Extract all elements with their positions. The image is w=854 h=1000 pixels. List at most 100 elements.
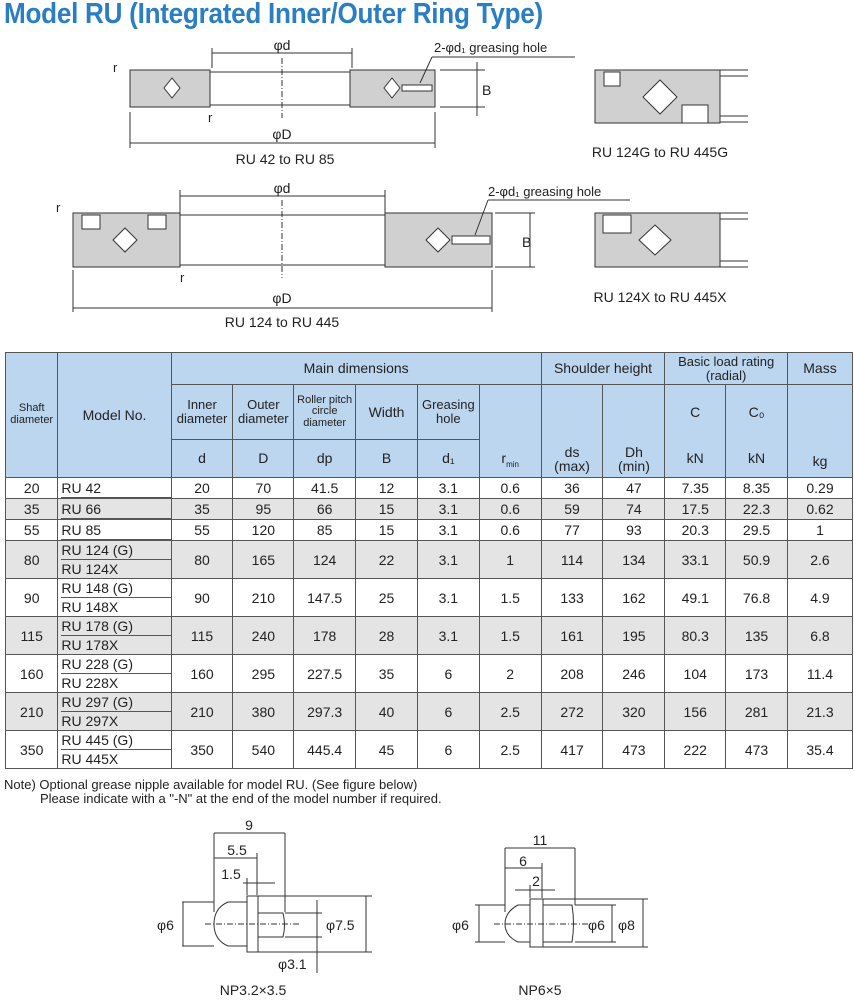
cell-d: 95 xyxy=(232,498,295,520)
cell-b: 15 xyxy=(355,498,418,520)
cell-ds: 36 xyxy=(540,477,604,499)
model-number: RU 228X xyxy=(61,675,119,691)
cell-model: RU 124 (G) RU 124X xyxy=(57,540,172,579)
cell-c0: 50.9 xyxy=(725,540,788,579)
cell-mass: 21.3 xyxy=(786,692,854,731)
cell-c: 17.5 xyxy=(664,498,727,520)
cell-model: RU 85 xyxy=(57,519,172,541)
cell-mass: 35.4 xyxy=(786,730,854,769)
model-number: RU 178 (G) xyxy=(61,618,171,636)
cell-dp: 85 xyxy=(293,519,357,541)
note-line-2: Please indicate with a "-N" at the end o… xyxy=(40,791,442,806)
sym-d: d xyxy=(170,439,234,478)
model-number: RU 148X xyxy=(61,599,119,615)
cell-d: 160 xyxy=(170,654,234,693)
r-label: r xyxy=(113,60,118,75)
cell-b: 12 xyxy=(355,477,418,499)
dim-phi7-5: φ7.5 xyxy=(326,917,355,933)
cell-d1: 3.1 xyxy=(416,578,480,617)
header-width: Width xyxy=(355,384,418,440)
cell-c: 49.1 xyxy=(664,578,727,617)
cell-d: 120 xyxy=(232,519,295,541)
model-number: RU 124 (G) xyxy=(61,542,171,560)
nipple-np6x5: 11 6 2 φ6 φ6 φ8 NP6×5 xyxy=(452,832,648,998)
cell-shaft: 35 xyxy=(4,498,59,520)
cell-b: 25 xyxy=(355,578,418,617)
cell-d: 20 xyxy=(170,477,234,499)
cell-c0: 173 xyxy=(725,654,788,693)
unit-kn: kN xyxy=(725,439,788,478)
cell-c0: 29.5 xyxy=(725,519,788,541)
cell-ds: 59 xyxy=(540,498,604,520)
cell-dp: 227.5 xyxy=(293,654,357,693)
cell-ds: 114 xyxy=(540,540,604,579)
cell-d1: 3.1 xyxy=(416,616,480,655)
cell-c: 104 xyxy=(664,654,727,693)
dh-symbol: Dh xyxy=(624,443,643,460)
cell-dh: 47 xyxy=(602,477,666,499)
cell-dh: 195 xyxy=(602,616,666,655)
table-row: 35 RU 66 35 95 66 15 3.1 0.6 59 74 17.5 22.3 0.62 xyxy=(4,498,854,520)
cell-mass: 11.4 xyxy=(786,654,854,693)
r-label: r xyxy=(180,270,185,285)
cell-mass: 4.9 xyxy=(786,578,854,617)
cell-r: 1.5 xyxy=(478,616,542,655)
model-number: RU 178X xyxy=(61,637,119,653)
cell-d1: 6 xyxy=(416,654,480,693)
header-kg: kg xyxy=(786,384,854,478)
cell-ds: 77 xyxy=(540,519,604,541)
cell-shaft: 90 xyxy=(4,578,59,617)
cell-shaft: 80 xyxy=(4,540,59,579)
cell-shaft: 115 xyxy=(4,616,59,655)
cell-d: 55 xyxy=(170,519,234,541)
cell-r: 1 xyxy=(478,540,542,579)
cell-r: 0.6 xyxy=(478,519,542,541)
r-label: r xyxy=(56,200,61,215)
cell-mass: 2.6 xyxy=(786,540,854,579)
dim-phi6: φ6 xyxy=(452,917,469,933)
cell-dh: 74 xyxy=(602,498,666,520)
cell-d: 240 xyxy=(232,616,295,655)
header-shaft: Shaft diameter xyxy=(4,352,59,478)
cell-ds: 133 xyxy=(540,578,604,617)
drawing-ru124g-445g: RU 124G to RU 445G xyxy=(592,69,748,160)
cell-b: 28 xyxy=(355,616,418,655)
model-number: RU 297X xyxy=(61,713,119,729)
cell-c0: 281 xyxy=(725,692,788,731)
b-label: B xyxy=(522,234,531,250)
cell-dh: 473 xyxy=(602,730,666,769)
cell-d1: 3.1 xyxy=(416,498,480,520)
model-number: RU 445 (G) xyxy=(61,732,171,750)
cell-ds: 208 xyxy=(540,654,604,693)
cell-ds: 161 xyxy=(540,616,604,655)
table-row: 80 RU 124 (G) RU 124X 80 165 124 22 3.1 1 114 134 3… xyxy=(4,540,854,579)
cell-c0: 473 xyxy=(725,730,788,769)
cell-mass: 0.29 xyxy=(786,477,854,499)
cell-r: 1.5 xyxy=(478,578,542,617)
cell-b: 15 xyxy=(355,519,418,541)
cell-dh: 162 xyxy=(602,578,666,617)
b-label: B xyxy=(482,82,491,98)
header-pitch: Roller pitch circle diameter xyxy=(293,384,357,440)
header-grease: Greasing hole xyxy=(416,384,480,440)
cell-r: 2.5 xyxy=(478,692,542,731)
specifications-table: Shaft diameter Model No. Main dimensions… xyxy=(4,352,854,769)
nipple-label: NP3.2×3.5 xyxy=(220,982,287,998)
cell-c: 156 xyxy=(664,692,727,731)
cell-c0: 22.3 xyxy=(725,498,788,520)
cell-shaft: 210 xyxy=(4,692,59,731)
table-row: 160 RU 228 (G) RU 228X 160 295 227.5 35 6 2 208 24… xyxy=(4,654,854,693)
cell-model: RU 228 (G) RU 228X xyxy=(57,654,172,693)
sym-dp: dp xyxy=(293,439,357,478)
cell-dp: 66 xyxy=(293,498,357,520)
model-number: RU 445X xyxy=(61,751,119,767)
cell-dp: 147.5 xyxy=(293,578,357,617)
kg-unit: kg xyxy=(812,453,828,470)
dh-note: (min) xyxy=(617,458,650,475)
cell-dp: 297.3 xyxy=(293,692,357,731)
sym-D: D xyxy=(232,439,295,478)
note-line-1: Note) Optional grease nipple available f… xyxy=(4,777,418,792)
cell-d: 70 xyxy=(232,477,295,499)
cell-dp: 445.4 xyxy=(293,730,357,769)
cell-mass: 1 xyxy=(786,519,854,541)
